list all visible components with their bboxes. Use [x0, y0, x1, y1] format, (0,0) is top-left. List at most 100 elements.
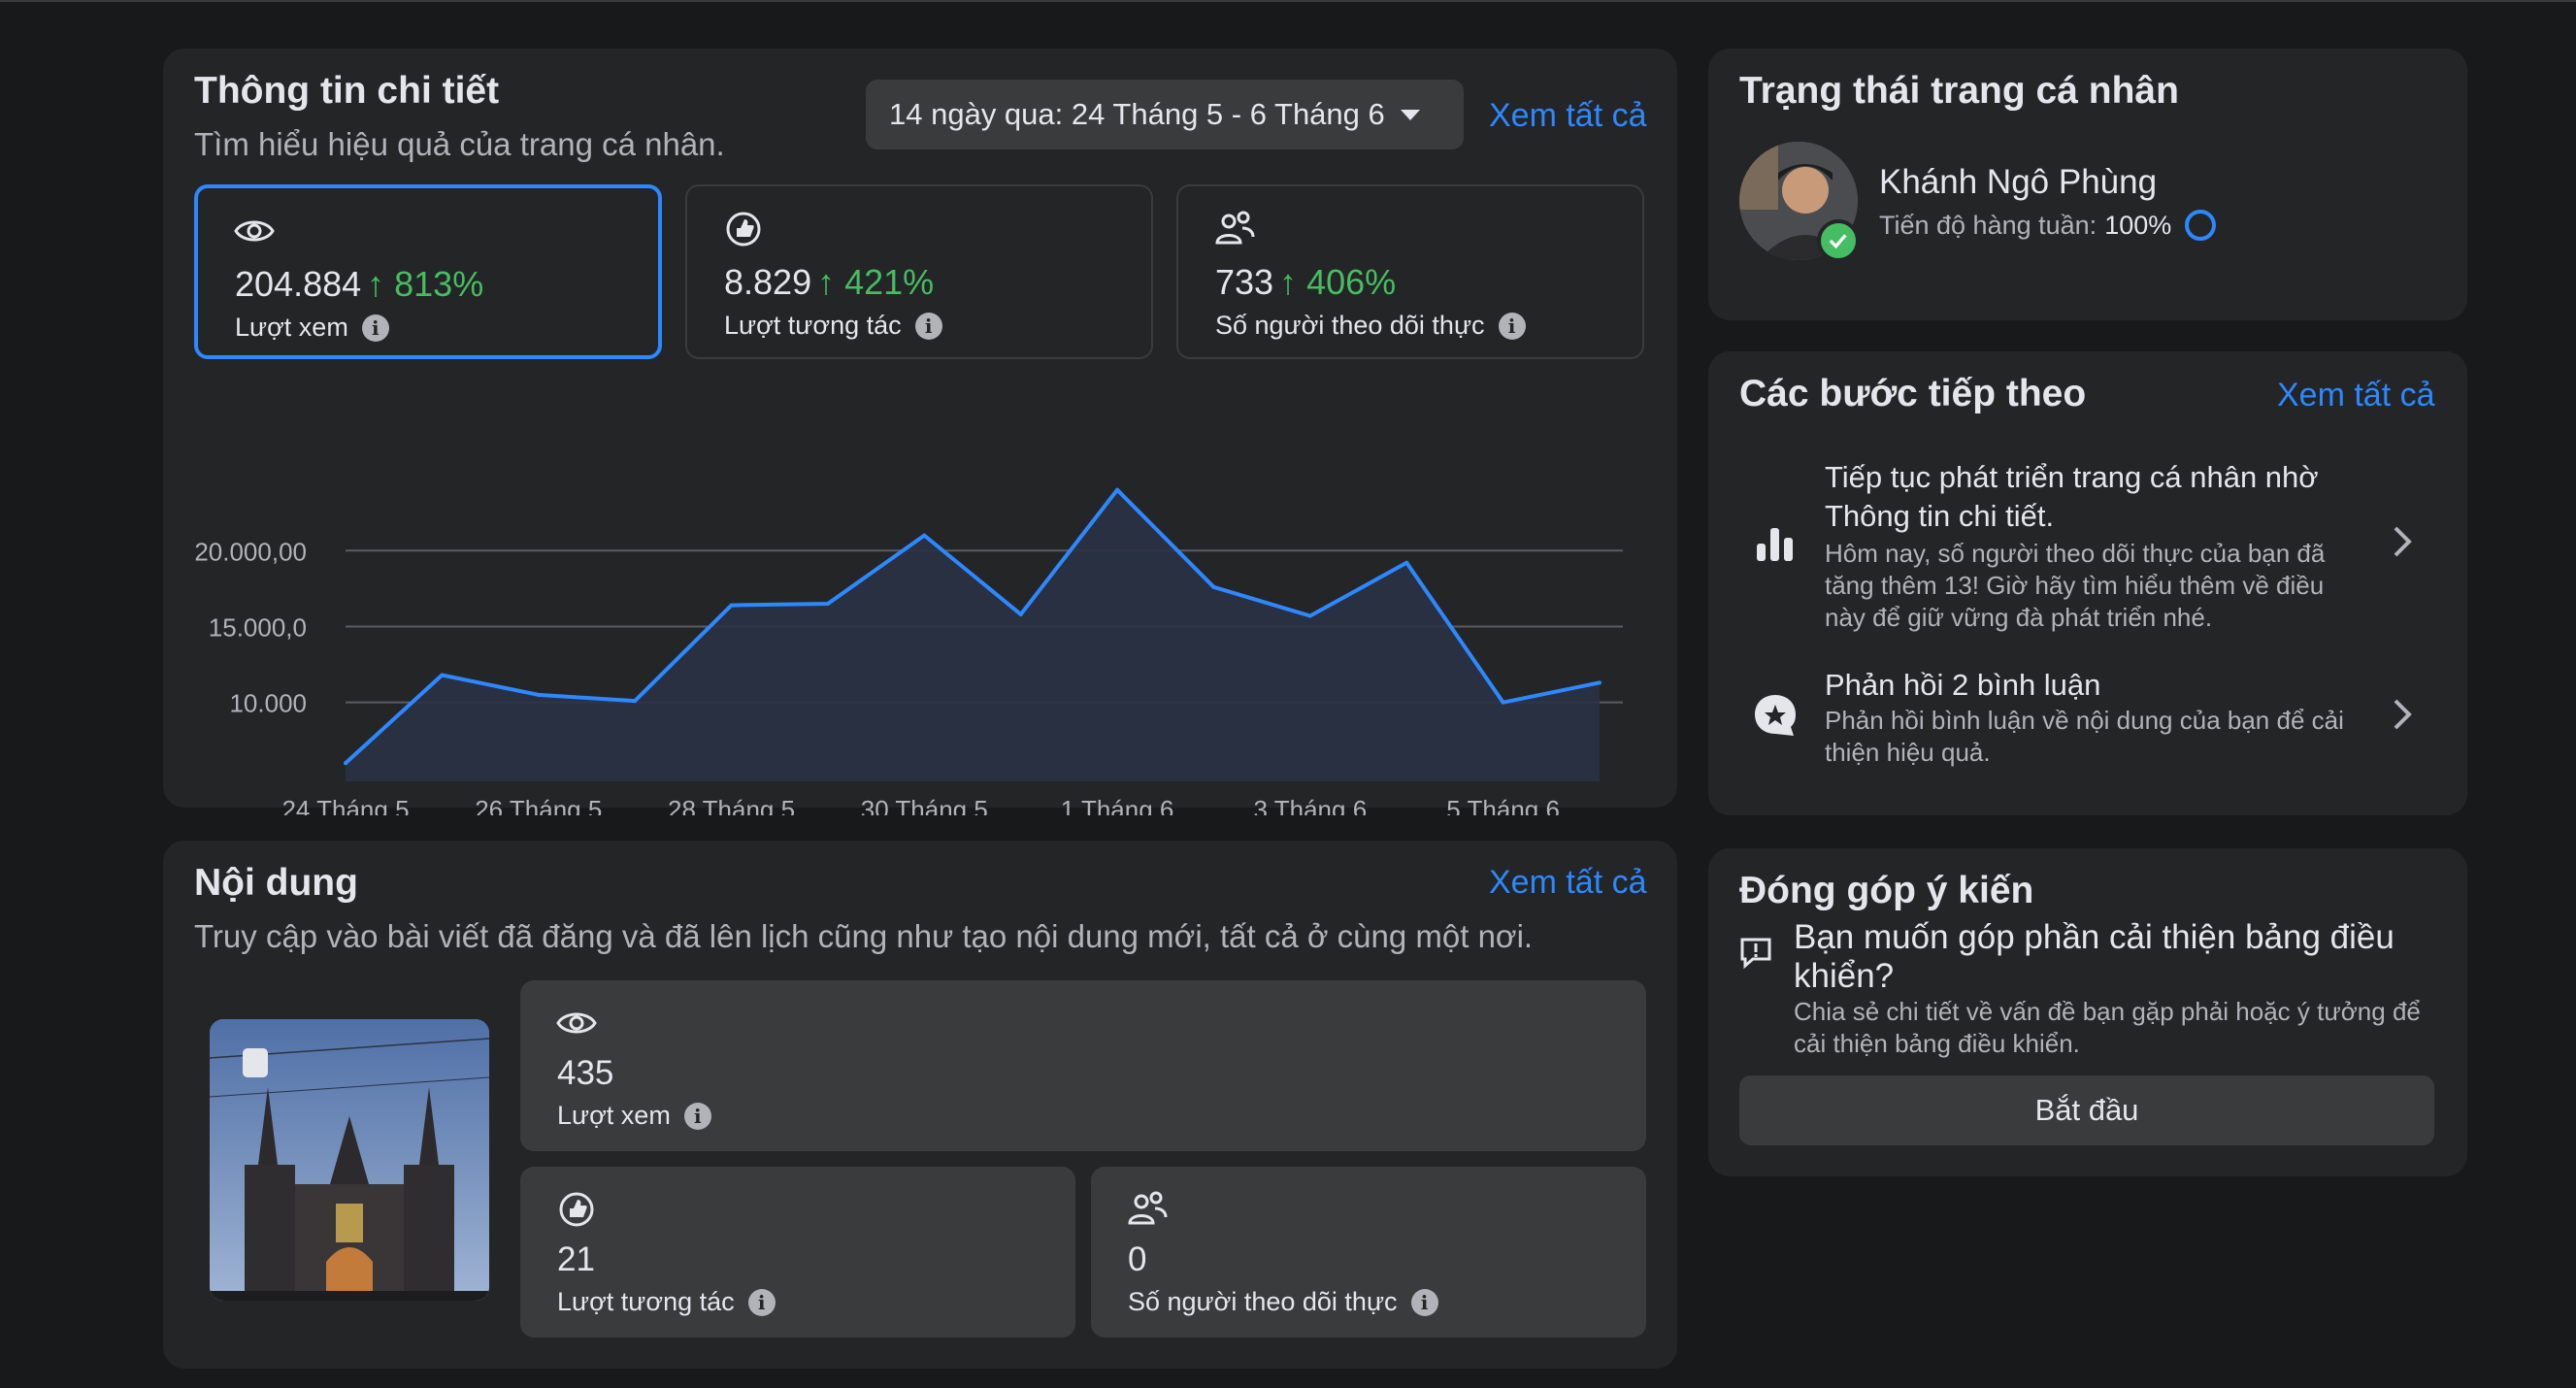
content-views-label: Lượt xem [557, 1101, 671, 1130]
content-followers-label: Số người theo dõi thực [1128, 1287, 1398, 1316]
top-border [0, 0, 2576, 2]
content-followers-tile: 0 Số người theo dõi thực i [1091, 1167, 1646, 1338]
avatar-photo [1739, 142, 1858, 260]
content-see-all-link[interactable]: Xem tất cả [1489, 864, 1647, 901]
weekly-progress-value: 100% [2104, 210, 2172, 240]
info-icon[interactable]: i [361, 314, 389, 342]
feedback-question: Bạn muốn góp phần cải thiện bảng điều kh… [1794, 918, 2394, 995]
progress-ring-icon [2185, 210, 2217, 241]
engagement-icon [559, 1192, 594, 1227]
info-icon[interactable]: i [1410, 1288, 1438, 1316]
content-views-value: 435 [557, 1054, 614, 1092]
metric-engagements[interactable]: 8.829 ↑ 421% Lượt tương tác i [685, 184, 1153, 359]
chevron-right-icon [2394, 526, 2412, 557]
followers-icon [1215, 211, 1255, 245]
post-thumbnail[interactable] [210, 1019, 489, 1301]
x-tick-label: 28 Tháng 5 [668, 795, 795, 815]
metric-views[interactable]: 204.884 ↑ 813% Lượt xem i [194, 184, 662, 359]
content-views-tile: 435 Lượt xem i [520, 980, 1646, 1151]
date-range-label: 14 ngày qua: 24 Tháng 5 - 6 Tháng 6 [889, 97, 1385, 131]
metric-engagements-label-row: Lượt tương tác i [724, 311, 942, 341]
metric-followers-change: ↑ 406% [1279, 262, 1397, 302]
eye-icon [556, 1012, 597, 1034]
metric-engagements-change: ↑ 421% [817, 262, 935, 302]
content-followers-value: 0 [1128, 1240, 1147, 1278]
next-steps-card: Các bước tiếp theo Xem tất cả Tiếp tục p… [1708, 351, 2467, 815]
x-tick-label: 5 Tháng 6 [1446, 795, 1560, 815]
content-engagements-label-row: Lượt tương tác i [557, 1287, 776, 1317]
data-point [825, 602, 830, 606]
content-views-label-row: Lượt xem i [557, 1101, 711, 1131]
data-point [440, 673, 445, 677]
content-engagements-label: Lượt tương tác [557, 1287, 735, 1316]
data-point [729, 603, 734, 608]
insights-title: Thông tin chi tiết [194, 70, 500, 112]
metric-followers-label-row: Số người theo dõi thực i [1215, 311, 1526, 341]
x-tick-label: 1 Tháng 6 [1061, 795, 1174, 815]
info-icon[interactable]: i [683, 1102, 711, 1130]
metric-views-value-row: 204.884 ↑ 813% [235, 264, 483, 305]
data-point [922, 533, 927, 538]
metric-engagements-label: Lượt tương tác [724, 311, 902, 340]
insights-see-all-link[interactable]: Xem tất cả [1489, 97, 1647, 134]
weekly-progress: Tiến độ hàng tuần: 100% [1879, 210, 2217, 241]
content-card: Nội dung Truy cập vào bài viết đã đăng v… [163, 841, 1677, 1369]
verified-check-icon [1817, 219, 1860, 262]
content-subtitle: Truy cập vào bài viết đã đăng và đã lên … [194, 918, 1534, 954]
data-point [1211, 584, 1216, 589]
step-title: Tiếp tục phát triển trang cá nhân nhờ Th… [1825, 460, 2319, 533]
eye-icon [234, 220, 275, 242]
area-fill [346, 489, 1600, 781]
metric-followers-label: Số người theo dõi thực [1215, 311, 1485, 340]
info-icon[interactable]: i [747, 1288, 776, 1316]
x-tick-label: 24 Tháng 5 [281, 795, 409, 815]
y-tick-label: 20.000,00 [194, 537, 307, 566]
data-point [1404, 560, 1409, 565]
data-point [633, 699, 638, 704]
profile-status-title: Trạng thái trang cá nhân [1739, 70, 2179, 112]
info-icon[interactable]: i [914, 312, 942, 340]
insights-card: Thông tin chi tiết Tìm hiểu hiệu quả của… [163, 49, 1677, 815]
chevron-right-icon [2394, 699, 2412, 730]
step-description: Hôm nay, số người theo dõi thực của bạn … [1825, 539, 2326, 632]
caret-down-icon [1400, 109, 1420, 120]
data-point [536, 692, 541, 697]
comment-star-icon [1755, 695, 1796, 736]
metric-followers-value: 733 [1215, 262, 1274, 302]
step-description: Phản hồi bình luận về nội dung của bạn đ… [1825, 706, 2344, 767]
x-tick-label: 3 Tháng 6 [1254, 795, 1368, 815]
data-point [1598, 680, 1602, 685]
photo-badge-icon [243, 1048, 268, 1077]
next-steps-title: Các bước tiếp theo [1739, 373, 2087, 414]
data-point [1018, 611, 1023, 616]
content-engagements-tile: 21 Lượt tương tác i [520, 1167, 1075, 1338]
profile-name[interactable]: Khánh Ngô Phùng [1879, 163, 2158, 201]
engagement-icon [726, 212, 761, 247]
metric-views-label-row: Lượt xem i [235, 313, 389, 343]
content-followers-label-row: Số người theo dõi thực i [1128, 1287, 1438, 1317]
feedback-title: Đóng góp ý kiến [1739, 870, 2034, 911]
insights-subtitle: Tìm hiểu hiệu quả của trang cá nhân. [194, 126, 725, 162]
data-point [1501, 700, 1505, 705]
x-tick-label: 26 Tháng 5 [475, 795, 602, 815]
y-tick-label: 15.000,0 [209, 612, 307, 642]
followers-icon [1128, 1191, 1168, 1225]
views-area-chart: 20.000,00 15.000,0 10.000 24 Tháng 5 26 Thán… [194, 487, 1623, 815]
next-steps-see-all-link[interactable]: Xem tất cả [2277, 377, 2435, 413]
data-point [1115, 487, 1120, 492]
date-range-dropdown[interactable]: 14 ngày qua: 24 Tháng 5 - 6 Tháng 6 [866, 80, 1464, 149]
feedback-card: Đóng góp ý kiến Bạn muốn góp phần cải th… [1708, 848, 2467, 1176]
profile-status-card: Trạng thái trang cá nhân Khánh Ngô Phùng… [1708, 49, 2467, 320]
start-button[interactable]: Bắt đầu [1739, 1075, 2434, 1145]
info-icon[interactable]: i [1498, 312, 1526, 340]
content-title: Nội dung [194, 862, 358, 904]
metric-engagements-value-row: 8.829 ↑ 421% [724, 262, 934, 303]
bar-chart-icon [1757, 528, 1793, 561]
data-point [1307, 613, 1312, 618]
content-engagements-value: 21 [557, 1240, 595, 1278]
step-title: Phản hồi 2 bình luận [1825, 668, 2101, 702]
metric-followers[interactable]: 733 ↑ 406% Số người theo dõi thực i [1176, 184, 1644, 359]
y-tick-label: 10.000 [229, 689, 307, 718]
feedback-icon [1740, 938, 1771, 970]
metric-views-label: Lượt xem [235, 313, 348, 342]
